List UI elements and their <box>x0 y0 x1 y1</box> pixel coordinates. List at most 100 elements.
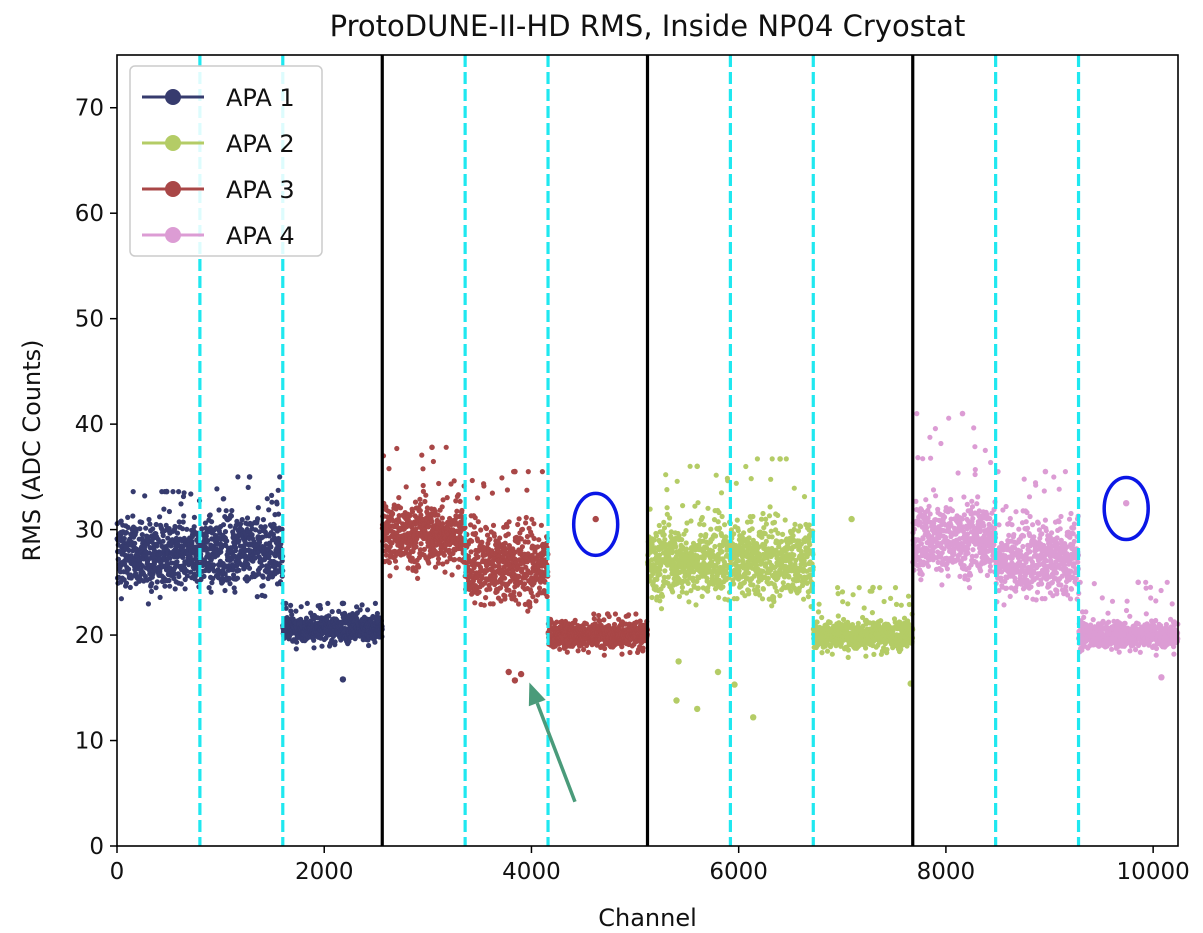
data-point <box>801 494 808 500</box>
data-point <box>805 594 812 600</box>
data-point <box>523 514 529 521</box>
data-point <box>658 563 664 569</box>
data-point <box>840 599 846 605</box>
data-point <box>222 571 228 577</box>
data-point <box>387 573 393 579</box>
data-point <box>275 511 282 517</box>
data-point <box>798 524 804 530</box>
data-point <box>178 581 184 587</box>
data-point <box>160 538 166 544</box>
data-point <box>703 532 709 538</box>
data-point <box>439 515 445 521</box>
data-point <box>663 472 669 478</box>
data-point <box>734 517 740 523</box>
data-point <box>211 562 217 568</box>
data-point <box>118 596 124 602</box>
data-point <box>184 573 190 579</box>
data-point <box>174 559 180 565</box>
data-point <box>167 583 173 589</box>
data-point <box>359 602 365 608</box>
data-point <box>720 584 726 590</box>
data-point <box>426 560 432 566</box>
data-point <box>687 569 693 575</box>
data-point <box>933 493 939 499</box>
data-point <box>680 503 686 509</box>
outlier-point <box>505 668 512 676</box>
data-point <box>476 589 482 595</box>
data-point <box>923 497 929 503</box>
data-point <box>673 544 679 550</box>
data-point <box>205 551 211 557</box>
data-point <box>444 495 450 501</box>
data-point <box>719 532 725 539</box>
data-point <box>143 525 149 531</box>
data-point <box>205 538 211 544</box>
data-point <box>148 588 155 595</box>
data-point <box>652 550 659 556</box>
data-point <box>927 511 933 517</box>
data-point <box>189 538 195 545</box>
data-point <box>591 611 597 617</box>
data-point <box>179 526 186 532</box>
data-point <box>153 521 159 528</box>
data-point <box>755 584 761 590</box>
data-point <box>413 544 419 550</box>
data-point <box>319 643 325 649</box>
data-point <box>505 531 511 537</box>
data-point <box>269 499 275 505</box>
data-point <box>544 593 550 600</box>
data-point <box>746 535 752 541</box>
data-point <box>239 517 245 523</box>
data-point <box>512 468 518 475</box>
data-point <box>829 651 835 657</box>
data-point <box>515 521 521 528</box>
data-point <box>238 521 244 527</box>
data-point <box>627 649 633 656</box>
data-point <box>208 556 214 563</box>
data-point <box>705 505 711 511</box>
data-point <box>782 517 788 523</box>
data-point <box>898 602 904 608</box>
data-point <box>497 535 503 541</box>
data-point <box>602 645 608 652</box>
data-point <box>881 598 887 605</box>
data-point <box>483 595 489 601</box>
data-point <box>126 547 132 554</box>
data-point <box>769 534 775 540</box>
data-point <box>676 533 682 539</box>
data-point <box>814 619 820 625</box>
data-point <box>763 516 769 522</box>
data-point <box>660 583 666 589</box>
data-point <box>245 484 251 490</box>
data-point <box>835 585 841 591</box>
data-point <box>491 533 497 539</box>
data-point <box>654 594 660 600</box>
data-point <box>741 530 747 536</box>
data-point <box>658 606 665 612</box>
data-point <box>234 518 240 525</box>
data-point <box>293 646 299 652</box>
data-point <box>394 445 400 452</box>
data-point <box>531 521 537 527</box>
data-point <box>163 488 170 495</box>
data-point <box>525 539 531 545</box>
data-point <box>206 585 212 591</box>
series-1-points <box>114 474 385 683</box>
data-point <box>403 484 409 490</box>
data-point <box>236 567 242 573</box>
data-point <box>676 593 683 600</box>
data-point <box>739 534 745 540</box>
data-point <box>694 578 700 585</box>
data-point <box>203 533 209 539</box>
outlier-point <box>714 668 722 676</box>
data-point <box>661 532 667 538</box>
data-point <box>127 584 133 591</box>
data-point <box>521 581 528 587</box>
data-point <box>878 618 884 624</box>
data-point <box>816 601 822 607</box>
data-point <box>699 593 705 600</box>
data-point <box>932 426 939 432</box>
data-point <box>192 573 198 579</box>
data-point <box>255 516 261 522</box>
data-point <box>783 456 789 462</box>
